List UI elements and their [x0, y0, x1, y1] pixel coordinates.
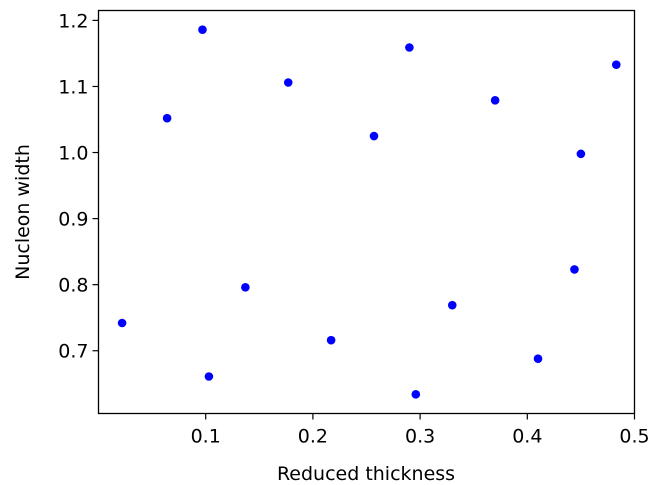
- data-point: [490, 96, 500, 105]
- data-point: [204, 372, 214, 381]
- y-tick-label: 1.1: [58, 76, 88, 98]
- x-axis-ticks: 0.1 0.2 0.3 0.4 0.5: [191, 413, 649, 448]
- data-point: [405, 43, 414, 52]
- data-point: [447, 300, 457, 310]
- y-tick-label: 1.0: [58, 143, 88, 165]
- x-tick-label: 0.5: [619, 426, 649, 448]
- y-axis-ticks: 0.7 0.8 0.9 1.0 1.1 1.2: [58, 10, 99, 363]
- data-point: [283, 78, 293, 87]
- data-point: [162, 113, 172, 123]
- data-point: [611, 60, 621, 69]
- data-point: [570, 265, 579, 274]
- y-tick-label: 1.2: [58, 10, 88, 32]
- y-tick-label: 0.7: [58, 341, 88, 363]
- x-tick-label: 0.3: [405, 426, 435, 448]
- y-axis-label: Nucleon width: [12, 144, 34, 280]
- x-tick-label: 0.2: [298, 426, 328, 448]
- data-point: [241, 283, 250, 292]
- data-point: [369, 131, 379, 141]
- x-axis-label: Reduced thickness: [277, 463, 455, 485]
- y-tick-label: 0.8: [58, 275, 88, 297]
- data-point: [198, 25, 207, 34]
- data-point: [117, 318, 127, 328]
- data-points: [117, 25, 621, 399]
- data-point: [576, 149, 586, 159]
- data-point: [533, 354, 543, 363]
- x-tick-label: 0.1: [191, 426, 221, 448]
- data-point: [326, 335, 336, 345]
- x-tick-label: 0.4: [512, 426, 542, 448]
- plot-frame: [97, 9, 636, 415]
- data-point: [411, 390, 421, 399]
- y-tick-label: 0.9: [58, 209, 88, 231]
